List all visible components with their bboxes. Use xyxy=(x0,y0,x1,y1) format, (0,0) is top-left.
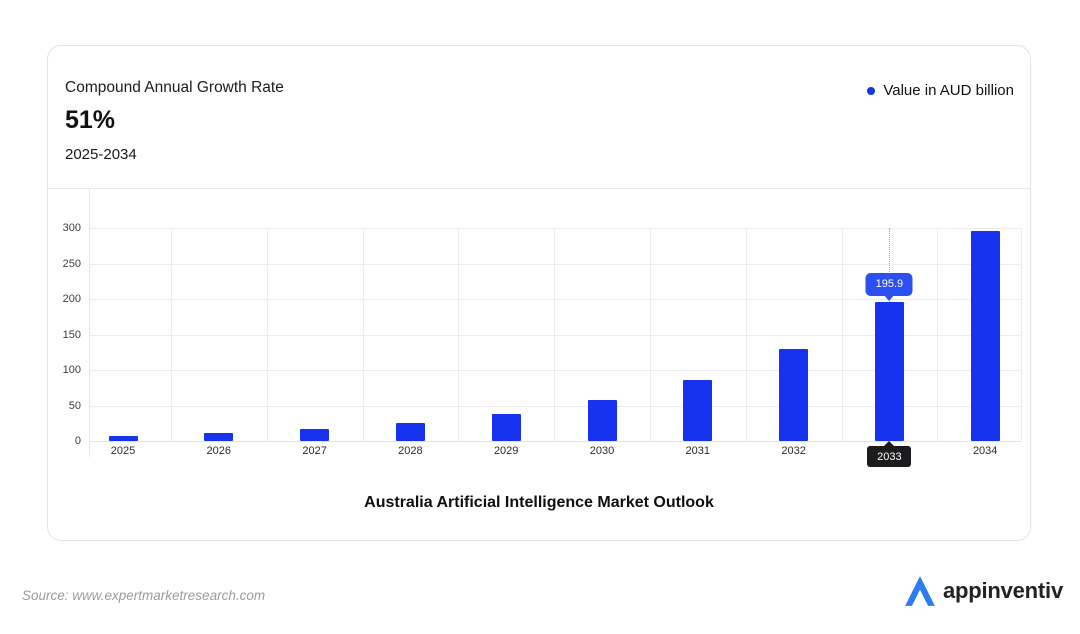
bar-2029[interactable] xyxy=(491,414,521,441)
bar-2030[interactable] xyxy=(587,400,617,441)
x-gridline xyxy=(362,228,364,441)
bar-2026[interactable] xyxy=(204,433,234,441)
cagr-period: 2025-2034 xyxy=(65,146,137,163)
y-axis-line xyxy=(89,189,90,457)
bar-2033[interactable] xyxy=(874,301,904,441)
cagr-block: Compound Annual Growth Rate 51% 2025-203… xyxy=(65,79,284,163)
plot-right-edge xyxy=(1021,228,1022,441)
appinventiv-triangle-icon xyxy=(905,576,935,606)
x-axis-label-highlighted: 2033 xyxy=(867,446,912,467)
y-axis-tick-label: 0 xyxy=(74,435,81,447)
x-axis-tick-label: 2034 xyxy=(972,445,998,457)
x-gridline xyxy=(745,228,747,441)
bar-2031[interactable] xyxy=(683,379,713,441)
x-gridline xyxy=(650,228,651,441)
value-tooltip: 195.9 xyxy=(865,272,913,296)
x-axis-tick-label: 2030 xyxy=(589,445,615,457)
x-gridline xyxy=(458,228,460,441)
tooltip-caret-icon xyxy=(884,294,895,301)
legend-dot-icon xyxy=(867,86,876,95)
y-axis-tick-label: 300 xyxy=(62,222,81,234)
tooltip-guide-line xyxy=(889,228,891,302)
source-credit: Source: www.expertmarketresearch.com xyxy=(22,588,266,603)
bar-2028[interactable] xyxy=(395,423,425,441)
bar-chart-plot: 0 50 100 150 200 250 300 2025 2026 2027 2028 2029 20… xyxy=(63,189,1022,467)
x-axis-tick-label: 2029 xyxy=(493,445,519,457)
x-axis-tick-label: 2025 xyxy=(110,445,136,457)
x-gridline xyxy=(937,228,939,441)
y-axis-tick-label: 250 xyxy=(62,257,81,270)
y-axis-tick-label: 100 xyxy=(62,364,81,376)
header-divider xyxy=(48,188,1030,189)
bar-2025[interactable] xyxy=(108,435,138,441)
brand-name: appinventiv xyxy=(942,578,1063,603)
chart-card: Compound Annual Growth Rate 51% 2025-203… xyxy=(47,45,1031,541)
y-axis-tick-label: 150 xyxy=(62,328,81,341)
cagr-label: Compound Annual Growth Rate xyxy=(65,79,284,96)
chart-title: Australia Artificial Intelligence Market… xyxy=(364,494,714,511)
cagr-value: 51% xyxy=(65,106,116,134)
y-gridline xyxy=(89,441,1021,442)
x-gridline xyxy=(266,228,268,441)
y-axis-tick-label: 200 xyxy=(62,293,81,305)
x-axis-tick-label: 2026 xyxy=(206,445,232,457)
legend-label: Value in AUD billion xyxy=(883,82,1014,99)
y-axis-tick-label: 50 xyxy=(68,399,81,412)
x-axis-tick-label: 2028 xyxy=(398,445,423,457)
brand-logo: appinventiv xyxy=(903,573,1063,609)
x-gridline xyxy=(554,228,556,441)
x-gridline xyxy=(171,228,172,441)
x-gridline xyxy=(841,228,843,441)
bar-2032[interactable] xyxy=(779,348,809,441)
legend-item[interactable]: Value in AUD billion xyxy=(867,82,1014,99)
x-axis-tick-label: 2032 xyxy=(781,445,806,457)
bar-2034[interactable] xyxy=(970,230,1000,441)
chip-caret-icon xyxy=(884,441,895,446)
x-axis-tick-label: 2027 xyxy=(302,445,327,457)
x-axis-tick-label: 2031 xyxy=(685,445,711,457)
bar-2027[interactable] xyxy=(300,429,330,441)
